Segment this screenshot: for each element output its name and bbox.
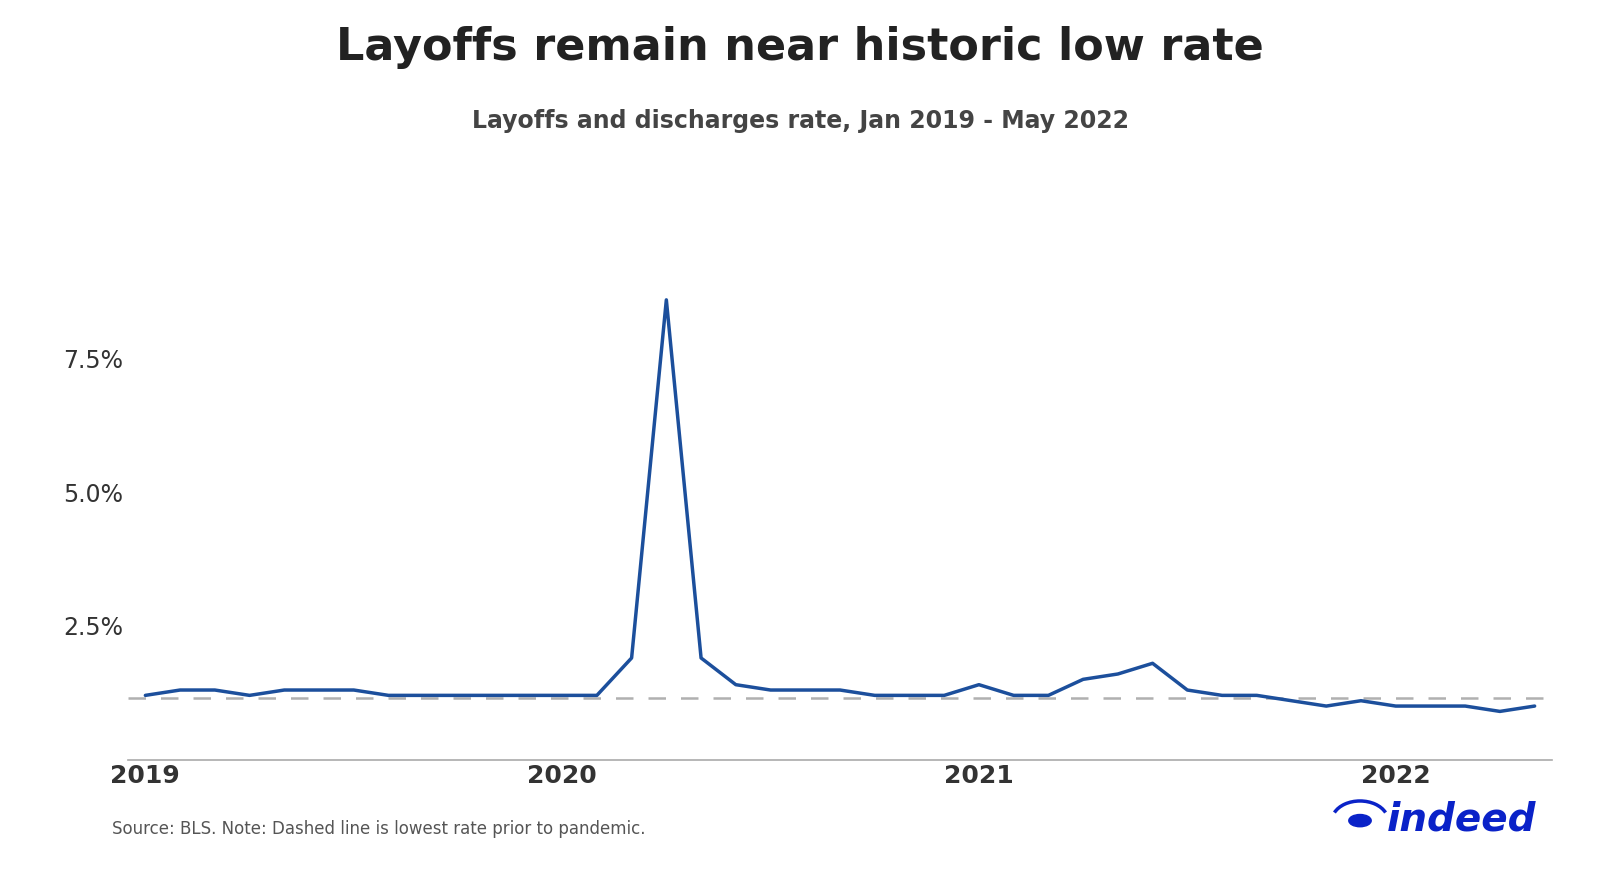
Text: indeed: indeed <box>1387 800 1536 838</box>
Circle shape <box>1349 815 1371 827</box>
Text: Layoffs and discharges rate, Jan 2019 - May 2022: Layoffs and discharges rate, Jan 2019 - … <box>472 109 1128 133</box>
Text: Source: BLS. Note: Dashed line is lowest rate prior to pandemic.: Source: BLS. Note: Dashed line is lowest… <box>112 820 645 838</box>
Text: Layoffs remain near historic low rate: Layoffs remain near historic low rate <box>336 26 1264 69</box>
